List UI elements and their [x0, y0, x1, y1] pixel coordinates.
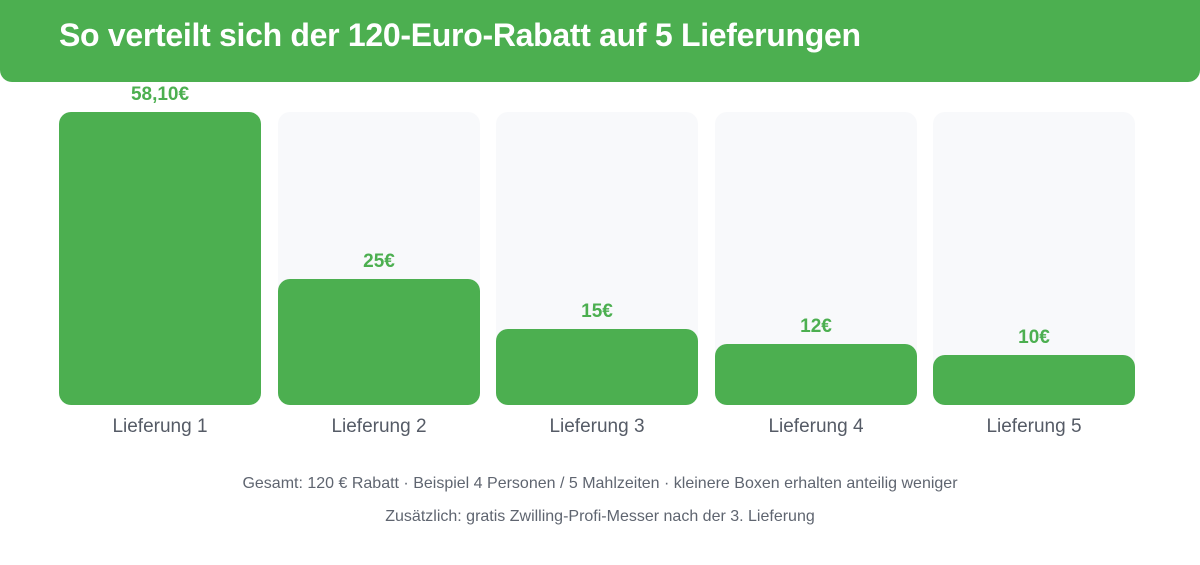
- bar-value-label: 12€: [800, 316, 832, 337]
- bar: [59, 112, 261, 405]
- bar: [496, 329, 698, 405]
- chart-title: So verteilt sich der 120-Euro-Rabatt auf…: [59, 17, 861, 53]
- x-tick-label: Lieferung 2: [331, 416, 427, 437]
- header-banner: So verteilt sich der 120-Euro-Rabatt auf…: [0, 0, 1200, 82]
- footnote-total: Gesamt: 120 € Rabatt · Beispiel 4 Person…: [242, 475, 958, 492]
- x-tick-label: Lieferung 5: [986, 416, 1082, 437]
- bar: [278, 279, 480, 405]
- bar-value-label: 58,10€: [130, 84, 190, 105]
- x-tick-label: Lieferung 1: [112, 416, 208, 437]
- x-tick-label: Lieferung 3: [549, 416, 645, 437]
- x-tick-label: Lieferung 4: [768, 416, 864, 437]
- bar: [715, 344, 917, 405]
- bar: [933, 355, 1135, 405]
- bar-value-label: 10€: [1018, 327, 1050, 348]
- footnote-bonus: Zusätzlich: gratis Zwilling-Profi-Messer…: [385, 508, 815, 525]
- bar-chart: 58,10€ Lieferung 1 25€ Lieferung 2 15€ Liefer…: [59, 84, 1135, 437]
- bar-value-label: 15€: [581, 301, 613, 322]
- bar-value-label: 25€: [363, 251, 395, 272]
